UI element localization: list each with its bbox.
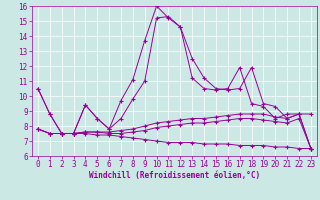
- X-axis label: Windchill (Refroidissement éolien,°C): Windchill (Refroidissement éolien,°C): [89, 171, 260, 180]
